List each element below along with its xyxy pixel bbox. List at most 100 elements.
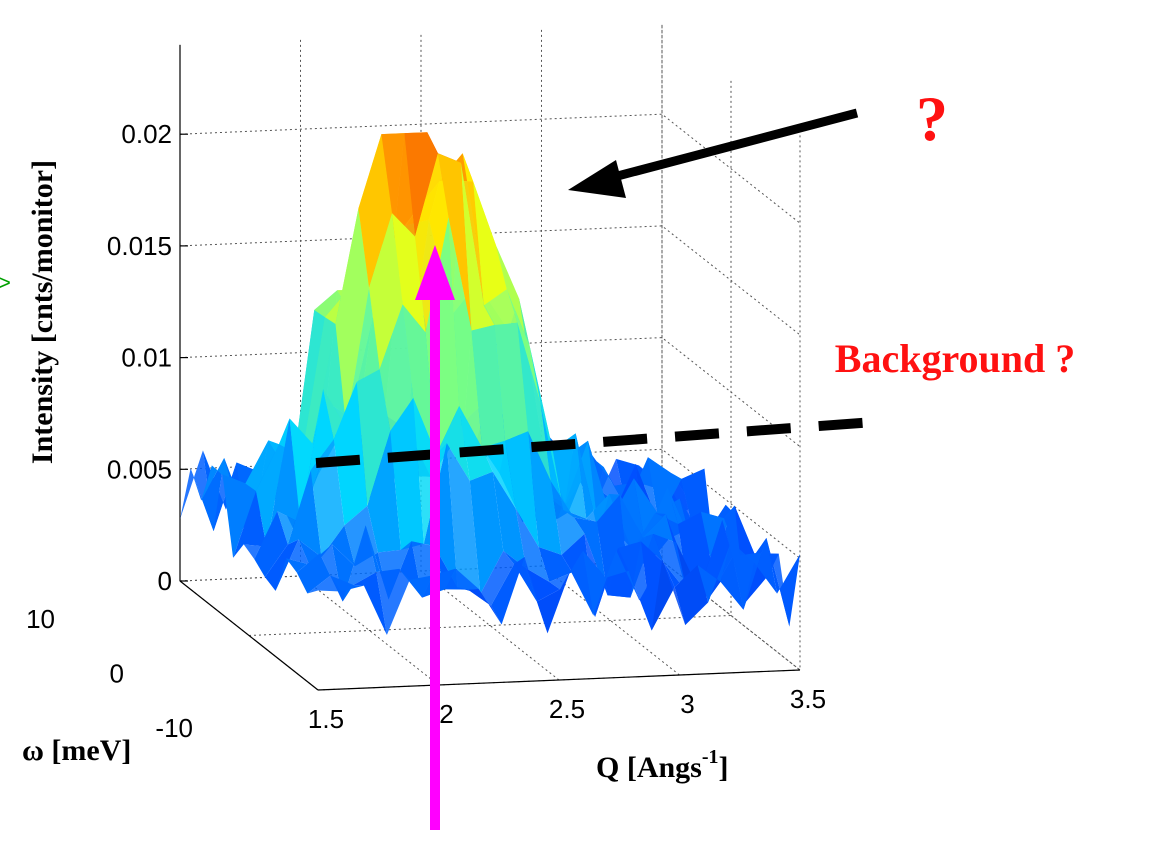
x-axis-label-close: ] — [719, 751, 729, 784]
surface-patch — [323, 381, 357, 440]
surface-patch — [277, 470, 311, 545]
surface-patch — [445, 568, 479, 590]
surface-patch — [353, 572, 387, 636]
surface-patch — [528, 431, 562, 555]
q-tick-label: 3 — [680, 689, 694, 719]
surface-patch — [310, 439, 345, 557]
surface-patch — [492, 471, 527, 569]
background-dashed-line — [315, 417, 875, 468]
q-tick-label: 2 — [439, 699, 453, 729]
surface-patch — [333, 381, 368, 526]
surface-patch — [287, 470, 322, 557]
surface-patch — [632, 513, 666, 551]
surface-patch — [342, 525, 377, 602]
pink-arrow — [415, 245, 455, 830]
surface-patch — [482, 440, 516, 509]
surface-patch — [460, 162, 495, 331]
surface-patch — [471, 325, 506, 448]
surface-patch — [264, 539, 299, 591]
black-arrow — [568, 108, 859, 198]
surface-patch — [653, 534, 687, 592]
surface-patch — [720, 541, 755, 610]
question-annotation: ? — [916, 83, 948, 154]
x-axis-label-q: Q [Angs — [596, 751, 702, 784]
intensity-surface — [180, 132, 800, 636]
surface-patch — [376, 568, 410, 636]
surface-patch — [496, 245, 530, 347]
surface-patch — [473, 181, 507, 306]
surface-patch — [321, 525, 356, 567]
surface-patch — [392, 213, 426, 333]
surface-patch — [390, 397, 424, 550]
z-tick-label: 0.01 — [121, 343, 172, 373]
surface-patch — [256, 418, 290, 547]
surface-patch — [483, 289, 518, 326]
surface-patch — [400, 541, 435, 550]
surface-patch — [550, 481, 585, 555]
surface-patch — [296, 553, 331, 594]
surface-patch — [513, 557, 548, 634]
surface-patch — [233, 491, 267, 558]
surface-patch — [491, 557, 525, 625]
surface-patch — [628, 559, 663, 631]
surface-patch — [312, 324, 347, 444]
surface-patch — [266, 418, 301, 547]
surface-patch — [381, 133, 415, 237]
surface-patch — [647, 457, 682, 523]
surface-patch — [356, 369, 391, 506]
surface-patch — [515, 508, 550, 582]
surface-patch — [766, 537, 800, 627]
surface-patch — [213, 457, 248, 541]
surface-patch — [559, 550, 594, 616]
surface-patch — [346, 287, 380, 427]
surface-patch — [582, 550, 617, 616]
surface-patch — [314, 289, 348, 318]
x-axis-label-exp: -1 — [702, 746, 719, 768]
surface-patch — [245, 440, 279, 492]
q-tick-label: 1.5 — [308, 704, 344, 734]
w-tick-label: -10 — [155, 713, 193, 743]
surface-patch — [605, 550, 640, 601]
surface-patch — [630, 534, 665, 598]
q-gridline — [179, 44, 319, 691]
surface-patch — [743, 537, 778, 610]
surface-patch — [651, 559, 686, 631]
surface-patch — [586, 493, 620, 522]
surface-patch — [697, 541, 732, 603]
q-axis-line — [317, 669, 801, 691]
background-annotation: Background ? — [835, 336, 1075, 381]
z-tick-label: 0.02 — [121, 119, 172, 149]
edge-mark: > — [0, 270, 11, 295]
surface-patch — [437, 153, 472, 331]
z-tick-label: 0.005 — [107, 454, 172, 484]
axes — [179, 44, 801, 691]
surface-patch — [633, 478, 668, 540]
surface-patch — [436, 405, 470, 481]
surface-patch — [275, 539, 310, 591]
surface-patch — [423, 443, 458, 588]
surface-patch — [298, 539, 333, 565]
surface-patch — [307, 575, 341, 594]
surface-patch — [335, 208, 370, 427]
tick-labels: 0 0.005 0.01 0.015 0.02 10 0 -10 1.5 2 2.5 3 3.5 — [26, 119, 826, 743]
surface-patch — [243, 511, 278, 560]
surface-patch — [330, 575, 364, 592]
z-gridline — [179, 225, 801, 336]
surface-patch — [180, 450, 214, 532]
z-gridline — [179, 113, 801, 224]
surface-patch — [289, 388, 324, 523]
w-gridline — [248, 79, 732, 636]
w-tick-label: 0 — [110, 659, 124, 689]
x-axis-label: Q [Angs-1] — [596, 746, 729, 784]
surface-patch — [286, 553, 320, 573]
surface-patch — [379, 304, 414, 432]
surface-patch — [402, 304, 437, 455]
surface-patch — [358, 134, 393, 288]
surface-patch — [552, 433, 587, 519]
surface-patch — [536, 570, 571, 634]
q-tick-label: 2.5 — [549, 694, 585, 724]
surface-patch — [549, 550, 583, 590]
surface-patch — [201, 457, 235, 501]
surface-patch — [480, 550, 514, 606]
